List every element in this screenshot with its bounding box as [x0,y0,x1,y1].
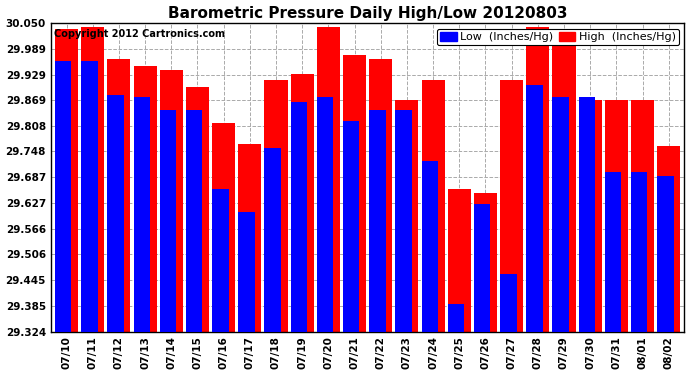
Bar [448,303,464,332]
Bar [290,74,314,332]
Bar [553,46,575,332]
Bar [500,274,517,332]
Bar [369,59,392,332]
Bar [631,100,654,332]
Bar [631,172,647,332]
Bar [55,62,72,332]
Bar [579,98,595,332]
Bar [553,98,569,332]
Text: Copyright 2012 Cartronics.com: Copyright 2012 Cartronics.com [54,29,225,39]
Bar [133,66,157,332]
Bar [526,27,549,332]
Bar [159,70,183,332]
Bar [186,110,202,332]
Bar [343,121,359,332]
Bar [657,176,673,332]
Bar [526,85,543,332]
Bar [212,189,228,332]
Bar [369,110,386,332]
Title: Barometric Pressure Daily High/Low 20120803: Barometric Pressure Daily High/Low 20120… [168,6,567,21]
Bar [212,123,235,332]
Bar [474,193,497,332]
Bar [579,100,602,332]
Bar [500,81,523,332]
Bar [657,146,680,332]
Bar [81,62,97,332]
Bar [133,98,150,332]
Bar [55,30,78,332]
Bar [264,81,288,332]
Bar [108,95,124,332]
Bar [238,144,262,332]
Bar [422,161,438,332]
Bar [422,81,444,332]
Bar [605,100,628,332]
Bar [264,148,281,332]
Bar [238,212,255,332]
Bar [448,189,471,332]
Bar [317,27,340,332]
Bar [159,110,176,332]
Bar [108,59,130,332]
Bar [395,110,412,332]
Bar [343,55,366,332]
Bar [290,102,307,332]
Bar [395,100,418,332]
Bar [474,204,491,332]
Bar [605,172,621,332]
Bar [186,87,209,332]
Bar [317,98,333,332]
Legend: Low  (Inches/Hg), High  (Inches/Hg): Low (Inches/Hg), High (Inches/Hg) [437,28,679,45]
Bar [81,27,104,332]
